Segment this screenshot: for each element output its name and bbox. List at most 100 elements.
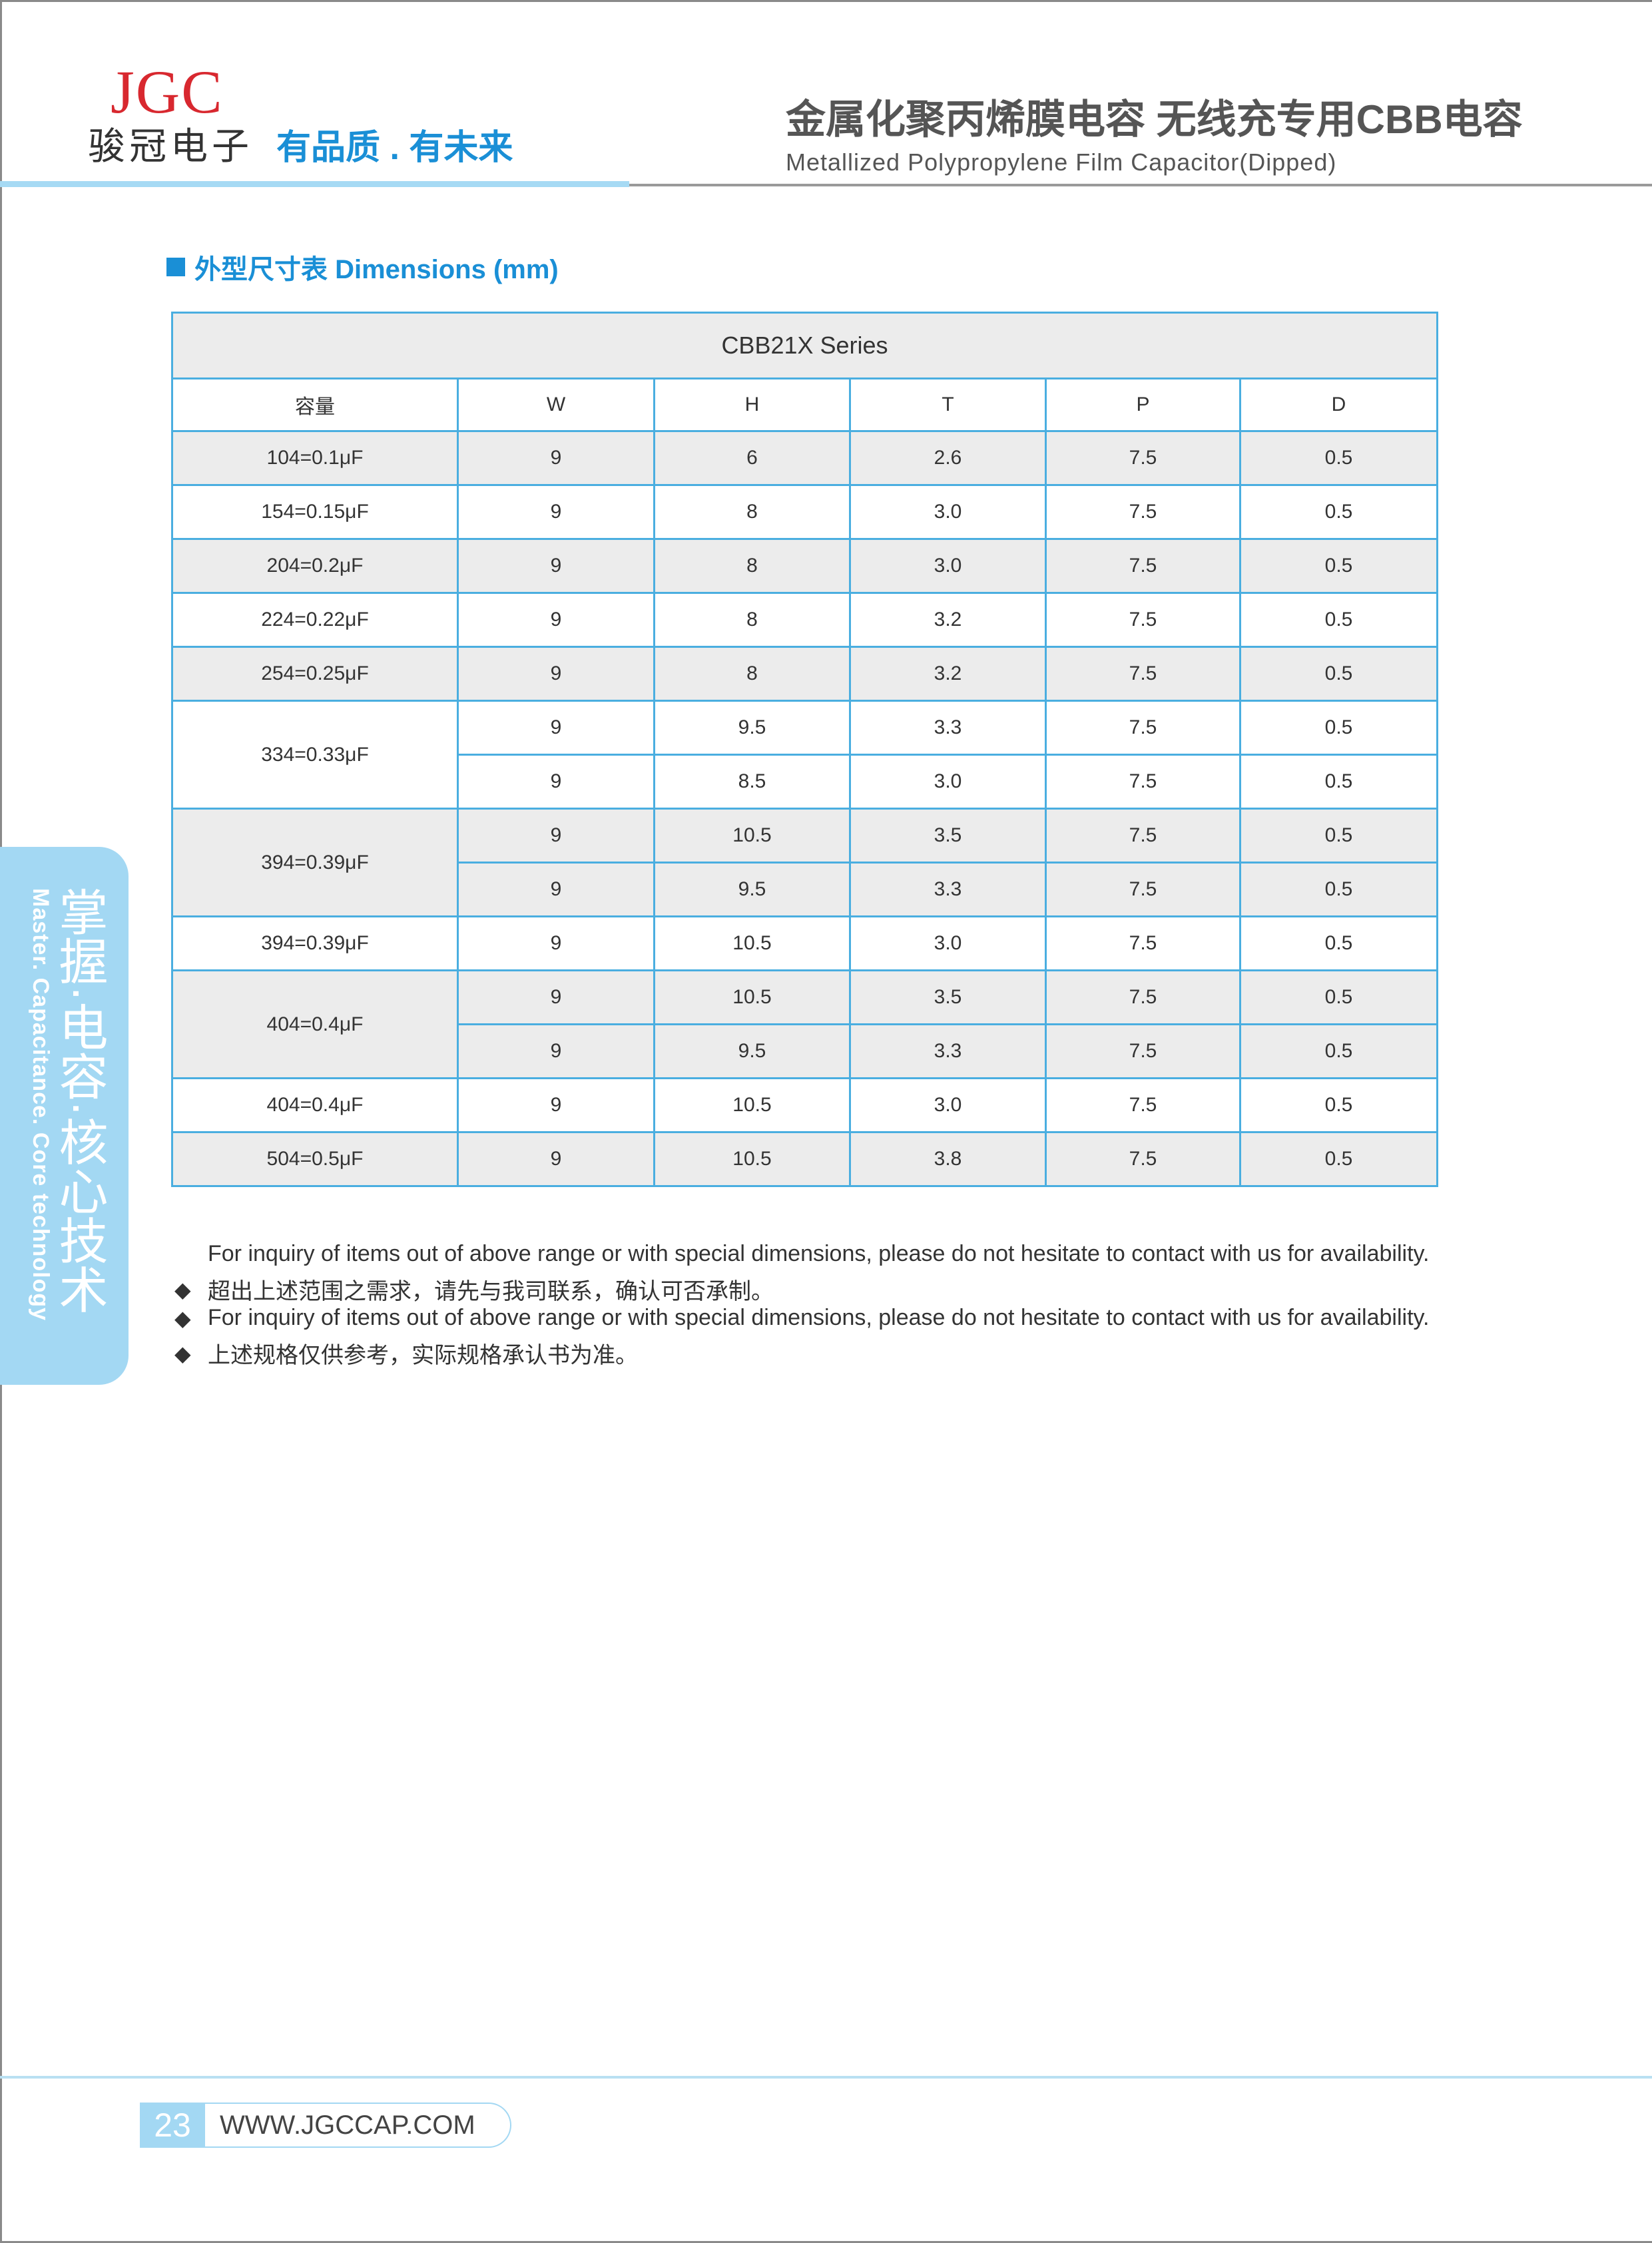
- cell-h: 10.5: [653, 969, 851, 1025]
- cell-d: 0.5: [1239, 1131, 1438, 1187]
- cell-h: 9.5: [653, 862, 851, 917]
- cell-h: 6: [653, 430, 851, 486]
- capacitance-cell: 254=0.25μF: [171, 646, 459, 702]
- cell-w: 9: [457, 592, 655, 648]
- cell-w: 9: [457, 1131, 655, 1187]
- table-row: 154=0.15μF 9 8 3.0 7.5 0.5: [171, 484, 1438, 540]
- cell-d: 0.5: [1239, 700, 1438, 756]
- cell-t: 3.0: [849, 915, 1047, 971]
- capacitance-cell: 334=0.33μF: [171, 700, 459, 810]
- table-row: 404=0.4μF 9 10.5 3.0 7.5 0.5: [171, 1077, 1438, 1133]
- capacitance-cell: 504=0.5μF: [171, 1131, 459, 1187]
- cell-p: 7.5: [1045, 700, 1241, 756]
- cell-d: 0.5: [1239, 1077, 1438, 1133]
- header-gray-divider: [629, 184, 1652, 186]
- table-row: 224=0.22μF 9 8 3.2 7.5 0.5: [171, 592, 1438, 648]
- cell-w: 9: [457, 538, 655, 594]
- cell-d: 0.5: [1239, 484, 1438, 540]
- cell-p: 7.5: [1045, 862, 1241, 917]
- side-tab-english: Master. Capacitance. Core technology: [28, 888, 53, 1322]
- section-heading: 外型尺寸表 Dimensions (mm): [166, 248, 559, 286]
- note-item: ◆ 超出上述范围之需求，请先与我司联系，确认可否承制。: [174, 1273, 774, 1306]
- capacitance-cell: 394=0.39μF: [171, 808, 459, 917]
- table-row: 9 9.5 3.3 7.5 0.5: [172, 1023, 1438, 1079]
- cell-w: 9: [457, 700, 655, 756]
- cell-h: 8: [653, 646, 851, 702]
- note-text: 超出上述范围之需求，请先与我司联系，确认可否承制。: [208, 1279, 774, 1304]
- table-row: 204=0.2μF 9 8 3.0 7.5 0.5: [171, 538, 1438, 594]
- column-header: H: [653, 377, 851, 432]
- cell-p: 7.5: [1045, 1077, 1241, 1133]
- website-link[interactable]: WWW.JGCCAP.COM: [205, 2103, 511, 2148]
- page-title-cn: 金属化聚丙烯膜电容 无线充专用CBB电容: [786, 97, 1523, 142]
- column-header: D: [1239, 377, 1438, 432]
- cell-w: 9: [457, 1023, 655, 1079]
- cell-w: 9: [457, 915, 655, 971]
- cell-h: 8: [653, 592, 851, 648]
- note-item: ◆ 上述规格仅供参考，实际规格承认书为准。: [174, 1337, 638, 1370]
- column-header: 容量: [171, 377, 459, 432]
- cell-t: 3.3: [849, 700, 1047, 756]
- table-row: 334=0.33μF 9 9.5 3.3 7.5 0.5: [171, 700, 1438, 810]
- footer-divider: [0, 2076, 1652, 2079]
- side-tab-chinese: 掌握·电容·核心技术: [52, 887, 107, 1314]
- diamond-bullet-icon: ◆: [174, 1277, 191, 1302]
- table-row: 9 8.5 3.0 7.5 0.5: [172, 754, 1438, 810]
- cell-d: 0.5: [1239, 1023, 1438, 1079]
- section-title: 外型尺寸表 Dimensions (mm): [194, 255, 559, 284]
- dimensions-table: CBB21X Series 容量 W H T P D 104=0.1μF 9 6 2.6 7.5 0…: [171, 312, 1438, 1187]
- cell-h: 9.5: [653, 1023, 851, 1079]
- cell-p: 7.5: [1045, 808, 1241, 864]
- page-number: 23: [140, 2103, 205, 2148]
- cell-p: 7.5: [1045, 484, 1241, 540]
- header-row: 容量 W H T P D: [171, 377, 1438, 432]
- cell-t: 2.6: [849, 430, 1047, 486]
- diamond-bullet-icon: ◆: [174, 1341, 191, 1366]
- side-tab: Master. Capacitance. Core technology 掌握·…: [0, 847, 129, 1385]
- cell-t: 3.0: [849, 484, 1047, 540]
- cell-d: 0.5: [1239, 538, 1438, 594]
- cell-d: 0.5: [1239, 646, 1438, 702]
- cell-h: 8.5: [653, 754, 851, 810]
- cell-w: 9: [457, 862, 655, 917]
- cell-w: 9: [457, 484, 655, 540]
- capacitance-cell: 104=0.1μF: [171, 430, 459, 486]
- table-row: 104=0.1μF 9 6 2.6 7.5 0.5: [171, 430, 1438, 486]
- cell-w: 9: [457, 430, 655, 486]
- square-bullet-icon: [166, 258, 185, 276]
- page-title-en: Metallized Polypropylene Film Capacitor(…: [786, 148, 1337, 176]
- capacitance-cell: 154=0.15μF: [171, 484, 459, 540]
- cell-d: 0.5: [1239, 915, 1438, 971]
- cell-p: 7.5: [1045, 646, 1241, 702]
- note-item: For inquiry of items out of above range …: [174, 1241, 1429, 1267]
- cell-w: 9: [457, 969, 655, 1025]
- capacitance-cell: 394=0.39μF: [171, 915, 459, 971]
- cell-t: 3.8: [849, 1131, 1047, 1187]
- capacitance-cell: 404=0.4μF: [171, 969, 459, 1079]
- cell-p: 7.5: [1045, 1131, 1241, 1187]
- capacitance-cell: 224=0.22μF: [171, 592, 459, 648]
- diamond-bullet-icon: ◆: [174, 1306, 191, 1330]
- cell-h: 10.5: [653, 808, 851, 864]
- company-name: 骏冠电子: [88, 125, 253, 167]
- table-row: 404=0.4μF 9 10.5 3.5 7.5 0.5: [171, 969, 1438, 1079]
- cell-d: 0.5: [1239, 430, 1438, 486]
- slogan: 有品质 . 有未来: [276, 128, 513, 167]
- table-row: 394=0.39μF 9 10.5 3.0 7.5 0.5: [171, 915, 1438, 971]
- cell-t: 3.3: [849, 862, 1047, 917]
- cell-p: 7.5: [1045, 538, 1241, 594]
- cell-h: 8: [653, 538, 851, 594]
- cell-d: 0.5: [1239, 754, 1438, 810]
- capacitance-cell: 404=0.4μF: [171, 1077, 459, 1133]
- column-header: P: [1045, 377, 1241, 432]
- column-header: T: [849, 377, 1047, 432]
- cell-h: 8: [653, 484, 851, 540]
- cell-t: 3.2: [849, 592, 1047, 648]
- cell-w: 9: [457, 1077, 655, 1133]
- cell-p: 7.5: [1045, 969, 1241, 1025]
- cell-h: 10.5: [653, 915, 851, 971]
- cell-h: 10.5: [653, 1077, 851, 1133]
- cell-t: 3.2: [849, 646, 1047, 702]
- cell-w: 9: [457, 808, 655, 864]
- series-title: CBB21X Series: [171, 312, 1438, 379]
